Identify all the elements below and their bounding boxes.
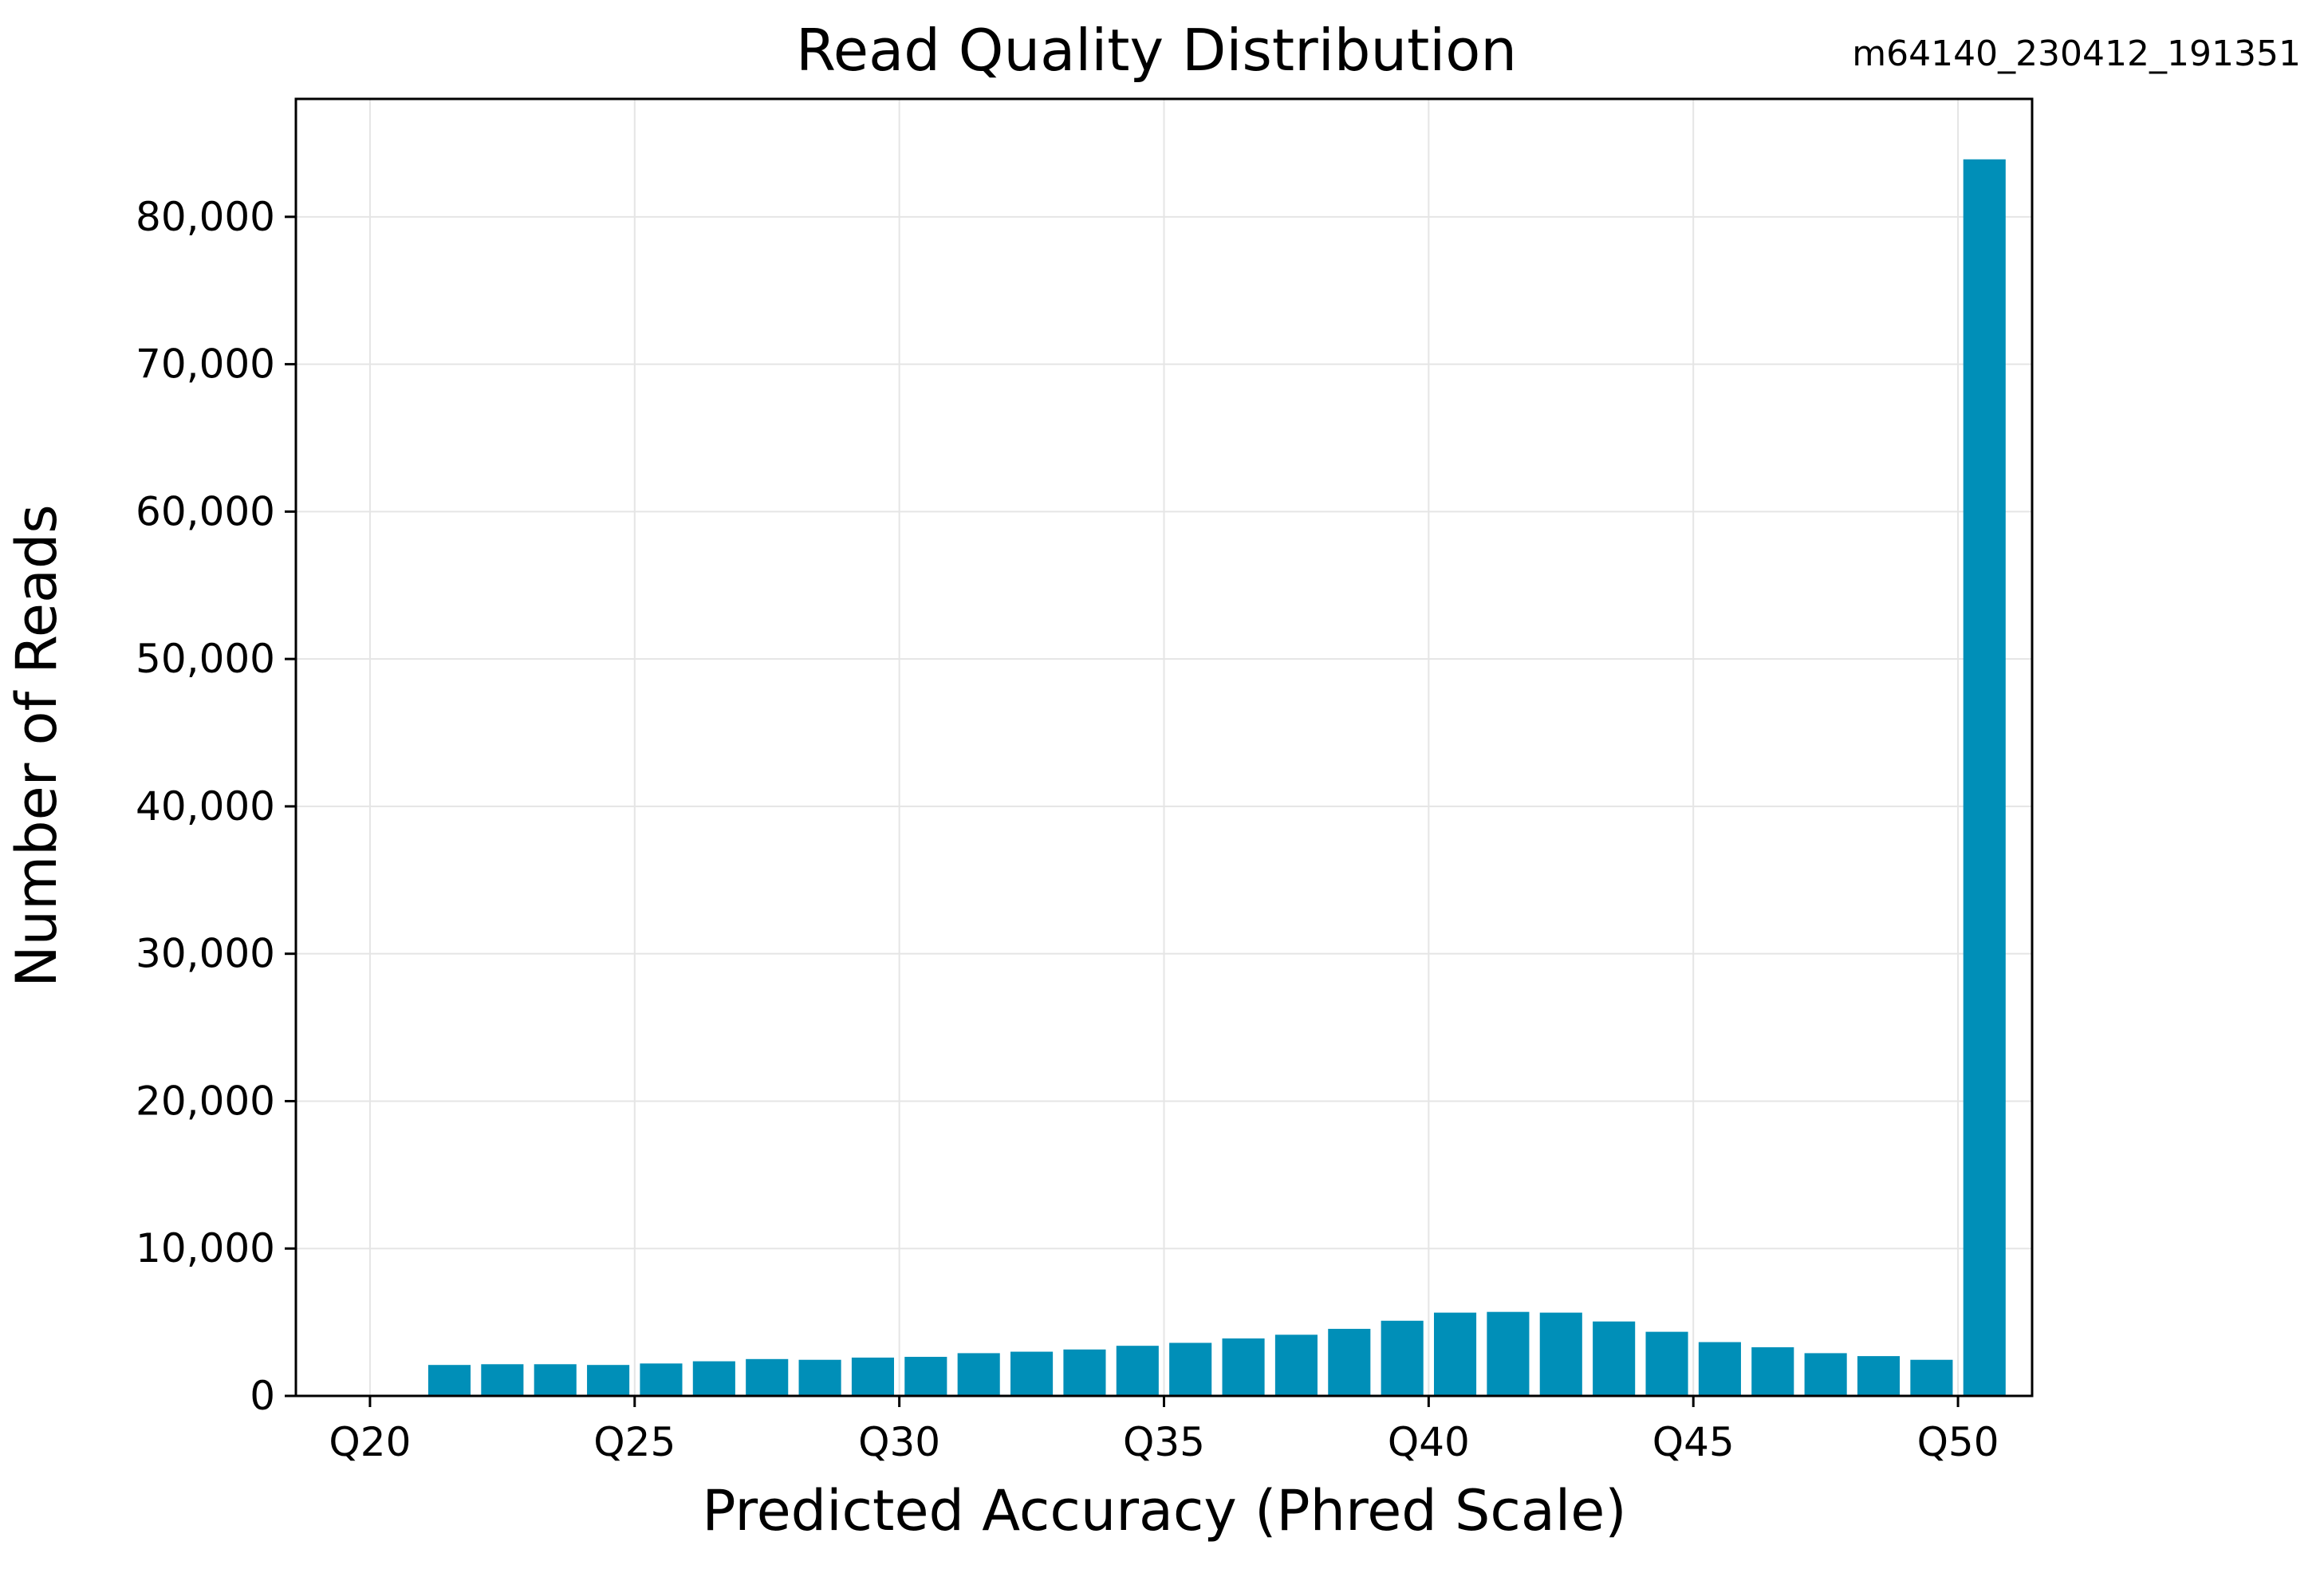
y-tick-label: 70,000 [136,341,275,388]
bar [1910,1359,1953,1396]
bar [746,1358,789,1396]
bar [1593,1321,1636,1396]
y-tick-label: 20,000 [136,1078,275,1124]
bar [1963,159,2006,1396]
run-id-label: m64140_230412_191351 [1852,34,2301,74]
bar [427,1365,471,1396]
bar [481,1364,524,1396]
bar [1433,1312,1477,1396]
y-axis-label: Number of Reads [4,504,69,988]
bar [1645,1331,1688,1396]
x-tick-label: Q20 [329,1419,411,1465]
bar [957,1353,1000,1396]
bar [1274,1334,1318,1396]
chart-title: Read Quality Distribution [796,17,1517,84]
bar [692,1361,735,1396]
x-tick-label: Q35 [1123,1419,1205,1465]
y-tick-label: 80,000 [136,194,275,240]
bar [1539,1312,1582,1396]
x-tick-label: Q50 [1917,1419,1999,1465]
bar [798,1359,841,1396]
axes: 0 10,000 20,000 30,000 40,000 50,000 60,000 70,… [136,97,2034,1465]
bar [1010,1351,1054,1396]
bar [1804,1353,1847,1396]
y-tick-label: 10,000 [136,1225,275,1271]
y-tick-label: 30,000 [136,931,275,977]
bar [1169,1342,1212,1396]
bar [1751,1347,1794,1396]
bar [534,1364,577,1396]
bar [1116,1346,1159,1396]
bar [1857,1356,1901,1396]
y-tick-label: 60,000 [136,488,275,534]
bar [587,1365,630,1396]
bar [1328,1328,1371,1396]
bar [1487,1311,1530,1396]
y-tick-label: 50,000 [136,636,275,682]
x-tick-label: Q25 [593,1419,676,1465]
x-tick-label: Q40 [1388,1419,1470,1465]
bar [1381,1320,1424,1396]
bar [851,1357,895,1396]
x-tick-label: Q30 [858,1419,940,1465]
bar [1063,1349,1106,1396]
bar [1698,1342,1741,1396]
bar [904,1357,947,1396]
x-axis-label: Predicted Accuracy (Phred Scale) [702,1478,1626,1543]
bar [640,1363,683,1396]
bars [427,159,2006,1396]
y-tick-label: 0 [250,1373,275,1419]
y-tick-label: 40,000 [136,783,275,830]
bar [1222,1338,1265,1396]
x-tick-label: Q45 [1652,1419,1735,1465]
